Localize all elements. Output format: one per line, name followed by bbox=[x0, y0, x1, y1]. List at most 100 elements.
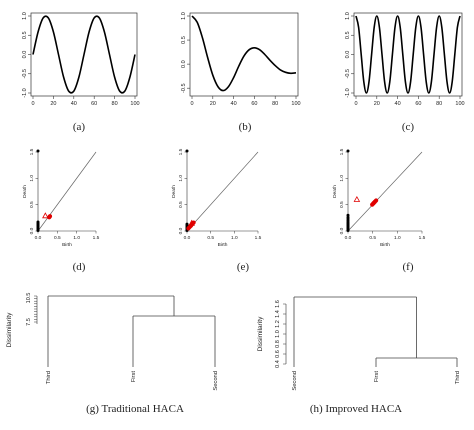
y-tick-label-e: 1.5 bbox=[178, 148, 184, 155]
leaf-label-g: First bbox=[131, 371, 137, 383]
x-tick-label-c: 100 bbox=[455, 101, 464, 107]
y-tick-label-d: 0.0 bbox=[29, 227, 35, 234]
y-tick-label-d: 1.5 bbox=[29, 148, 35, 155]
y-tick-label-b: 1.0 bbox=[181, 12, 187, 20]
plot-frame-c bbox=[353, 12, 463, 97]
caption-f: (f) bbox=[402, 261, 414, 273]
x-tick-label-c: 60 bbox=[415, 101, 421, 107]
y-tick-label-e: 1.0 bbox=[178, 175, 184, 182]
series-line-a bbox=[32, 15, 136, 94]
y-axis-label-d: Death bbox=[22, 185, 28, 198]
y-tick-label-g: 7.5 bbox=[26, 318, 32, 326]
y-tick-label-g: 10.5 bbox=[26, 293, 32, 304]
y-tick-label-h: 1.2 bbox=[275, 320, 281, 328]
y-tick-label-f: 0.5 bbox=[339, 201, 345, 208]
x-tick-label-b: 40 bbox=[231, 101, 237, 107]
y-tick-label-f: 1.5 bbox=[339, 148, 345, 155]
y-tick-label-b: 0.0 bbox=[181, 60, 187, 68]
x-tick-label-a: 60 bbox=[91, 101, 97, 107]
y-tick-label-c: -0.5 bbox=[345, 69, 351, 78]
x-tick-label-a: 100 bbox=[130, 101, 139, 107]
dim1-point-f bbox=[372, 199, 377, 205]
infinite-point-f bbox=[346, 149, 350, 153]
y-tick-label-a: 0.0 bbox=[22, 51, 28, 59]
y-tick-label-f: 1.0 bbox=[339, 175, 345, 182]
caption-c: (c) bbox=[401, 121, 415, 133]
x-axis-label-f: Birth bbox=[380, 242, 390, 248]
caption-a: (a) bbox=[72, 121, 86, 133]
leaf-label-g: Third bbox=[46, 371, 52, 384]
y-tick-label-e: 0.0 bbox=[178, 227, 184, 234]
dim0-point-d bbox=[36, 220, 40, 224]
triangle-point-e bbox=[188, 219, 196, 226]
caption-e: (e) bbox=[236, 261, 250, 273]
x-tick-label-f: 0.0 bbox=[345, 235, 352, 241]
x-tick-label-a: 20 bbox=[50, 101, 56, 107]
x-tick-label-d: 1.0 bbox=[73, 235, 80, 241]
diagonal-line-f bbox=[347, 151, 423, 232]
plot-frame-b bbox=[189, 12, 299, 97]
x-tick-label-b: 80 bbox=[272, 101, 278, 107]
leaf-label-h: Second bbox=[292, 371, 298, 391]
x-tick-label-b: 20 bbox=[210, 101, 216, 107]
diagonal-line-d bbox=[37, 151, 97, 232]
x-tick-label-f: 0.5 bbox=[369, 235, 376, 241]
x-tick-label-f: 1.0 bbox=[394, 235, 401, 241]
x-tick-label-a: 40 bbox=[71, 101, 77, 107]
x-tick-label-d: 0.0 bbox=[35, 235, 42, 241]
leaf-label-h: Third bbox=[455, 371, 461, 384]
y-tick-label-c: 1.0 bbox=[345, 12, 351, 20]
y-axis-label-g: Dissimilarity bbox=[6, 312, 13, 347]
diagonal-line-e bbox=[186, 151, 259, 232]
x-tick-label-b: 0 bbox=[190, 101, 193, 107]
x-tick-label-a: 80 bbox=[112, 101, 118, 107]
y-tick-label-a: 1.0 bbox=[22, 12, 28, 20]
y-tick-label-d: 0.5 bbox=[29, 201, 35, 208]
x-tick-label-b: 100 bbox=[291, 101, 300, 107]
y-tick-label-c: 0.5 bbox=[345, 31, 351, 39]
x-tick-label-c: 80 bbox=[436, 101, 442, 107]
y-tick-label-b: 0.5 bbox=[181, 36, 187, 44]
x-tick-label-e: 1.0 bbox=[231, 235, 238, 241]
triangle-point-f bbox=[353, 195, 361, 202]
y-tick-label-h: 0.4 bbox=[275, 360, 281, 368]
y-tick-label-d: 1.0 bbox=[29, 175, 35, 182]
y-axis-label-f: Death bbox=[332, 185, 338, 198]
x-tick-label-c: 40 bbox=[395, 101, 401, 107]
series-line-c bbox=[355, 15, 461, 94]
x-tick-label-a: 0 bbox=[31, 101, 34, 107]
dim0-point-f bbox=[346, 213, 350, 217]
y-tick-label-h: 1.6 bbox=[275, 300, 281, 308]
x-axis-label-e: Birth bbox=[218, 242, 228, 248]
y-tick-label-c: -1.0 bbox=[345, 88, 351, 97]
series-line-b bbox=[191, 15, 297, 92]
y-tick-label-h: 0.6 bbox=[275, 350, 281, 358]
x-axis-label-d: Birth bbox=[62, 242, 72, 248]
leaf-label-g: Second bbox=[213, 371, 219, 391]
x-tick-label-c: 0 bbox=[354, 101, 357, 107]
y-tick-label-a: -1.0 bbox=[22, 88, 28, 97]
dim0-point-e bbox=[185, 222, 189, 226]
x-tick-label-d: 0.5 bbox=[54, 235, 61, 241]
x-tick-label-f: 1.5 bbox=[419, 235, 426, 241]
triangle-point-d bbox=[42, 212, 49, 219]
x-tick-label-c: 20 bbox=[374, 101, 380, 107]
y-tick-label-b: -0.5 bbox=[181, 83, 187, 92]
x-tick-label-e: 0.5 bbox=[207, 235, 214, 241]
infinite-point-e bbox=[185, 149, 189, 153]
y-tick-label-a: -0.5 bbox=[22, 69, 28, 78]
y-tick-label-h: 1.4 bbox=[275, 310, 281, 318]
y-tick-label-c: 0.0 bbox=[345, 51, 351, 59]
caption-b: (b) bbox=[238, 121, 252, 133]
leaf-label-h: First bbox=[374, 371, 380, 383]
y-tick-label-a: 0.5 bbox=[22, 31, 28, 39]
caption-d: (d) bbox=[72, 261, 86, 273]
y-tick-label-f: 0.0 bbox=[339, 227, 345, 234]
y-tick-label-e: 0.5 bbox=[178, 201, 184, 208]
x-tick-label-e: 0.0 bbox=[184, 235, 191, 241]
infinite-point-d bbox=[36, 149, 40, 153]
x-tick-label-e: 1.5 bbox=[255, 235, 262, 241]
caption-g: (g) Traditional HACA bbox=[86, 403, 184, 415]
